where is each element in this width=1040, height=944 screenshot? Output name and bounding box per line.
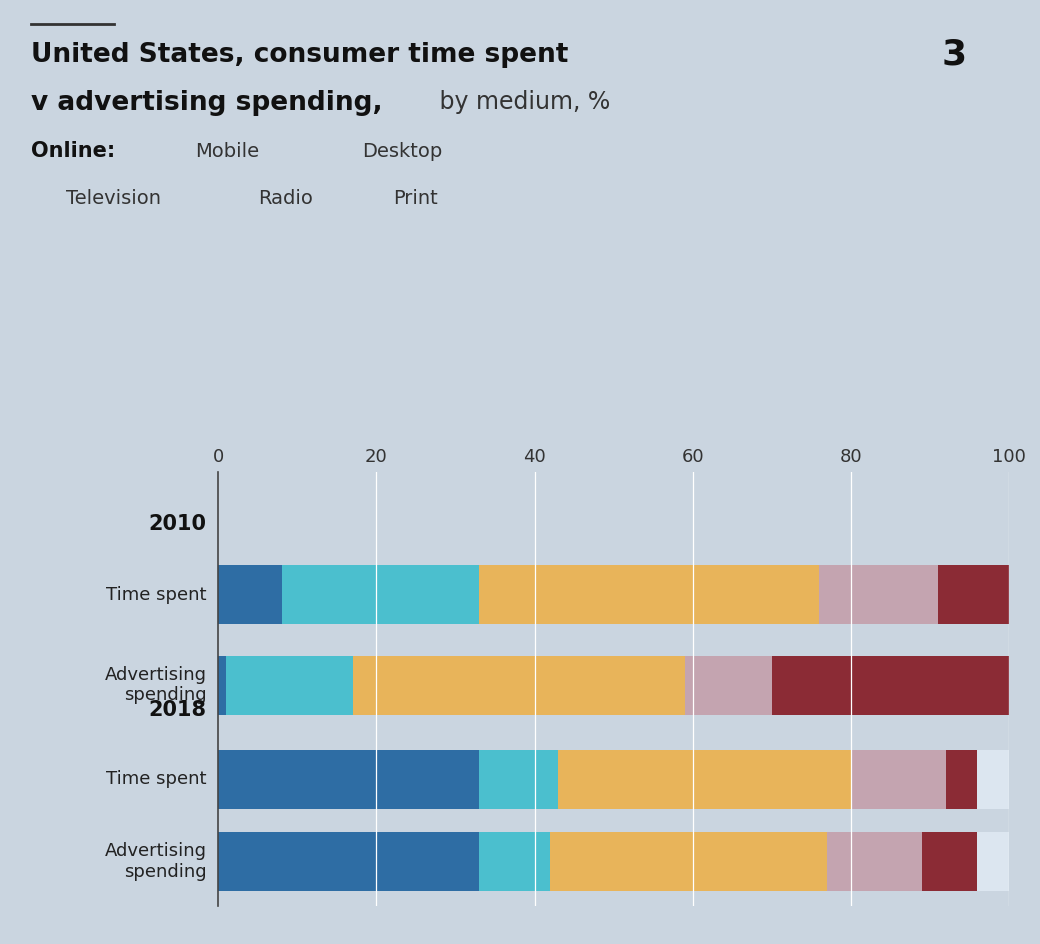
Bar <box>772 655 1009 715</box>
Text: 2018: 2018 <box>149 700 207 719</box>
Bar <box>353 655 684 715</box>
Bar <box>479 832 550 891</box>
Text: 3: 3 <box>941 37 967 72</box>
Text: Time spent: Time spent <box>106 770 207 788</box>
Bar <box>684 655 772 715</box>
Text: Mobile: Mobile <box>196 142 260 160</box>
Text: 2010: 2010 <box>149 514 207 533</box>
Bar <box>827 832 921 891</box>
Bar <box>938 565 1009 624</box>
Text: v advertising spending,: v advertising spending, <box>31 90 383 116</box>
Bar <box>218 832 1009 891</box>
Bar <box>218 750 1009 809</box>
Bar <box>218 565 282 624</box>
Bar <box>558 750 851 809</box>
Text: Time spent: Time spent <box>106 586 207 604</box>
Text: Television: Television <box>66 189 160 208</box>
Bar <box>479 565 820 624</box>
Bar <box>218 565 1009 624</box>
Text: Desktop: Desktop <box>362 142 442 160</box>
Bar <box>218 655 1009 715</box>
Text: Print: Print <box>393 189 438 208</box>
Bar <box>851 750 945 809</box>
Bar <box>550 832 827 891</box>
Bar <box>945 750 978 809</box>
Bar <box>479 750 558 809</box>
Text: United States, consumer time spent: United States, consumer time spent <box>31 42 569 69</box>
Text: Radio: Radio <box>258 189 313 208</box>
Text: Advertising
spending: Advertising spending <box>105 842 207 881</box>
Text: Advertising
spending: Advertising spending <box>105 666 207 704</box>
Bar <box>218 832 479 891</box>
Bar <box>227 655 353 715</box>
Text: by medium, %: by medium, % <box>432 90 609 113</box>
Bar <box>921 832 978 891</box>
Text: Online:: Online: <box>31 141 115 161</box>
Bar <box>218 750 479 809</box>
Bar <box>218 655 227 715</box>
Bar <box>820 565 938 624</box>
Bar <box>282 565 479 624</box>
